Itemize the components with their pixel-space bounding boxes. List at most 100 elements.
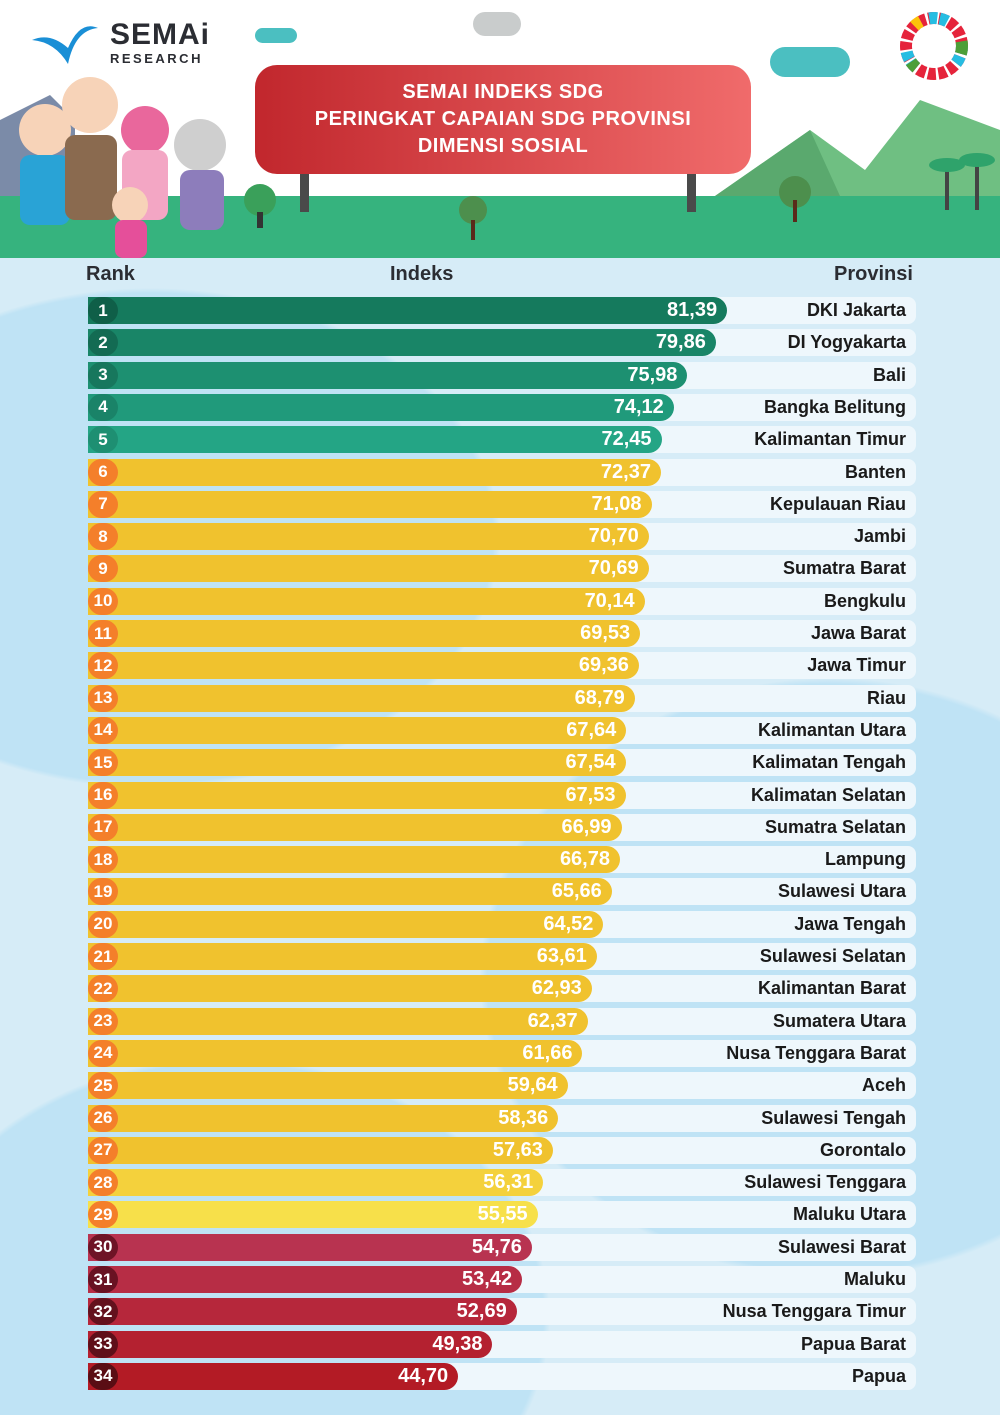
bar-16 [88,781,626,809]
bar-19 [88,878,612,906]
value-label: 70,70 [588,525,639,548]
ranking-row: 32 52,69 Nusa Tenggara Timur [88,1298,916,1326]
province-label: Sumatera Utara [772,1010,906,1031]
rank-badge: 21 [88,943,118,970]
rank-badge: 32 [88,1298,118,1326]
rank-badge: 5 [88,426,118,454]
bar-11 [88,620,641,647]
value-label: 66,78 [559,848,610,871]
bar-22 [88,975,592,1003]
bar-15 [88,749,626,777]
province-label: Banten [844,461,906,482]
ranking-row: 10 70,14 Bengkulu [88,587,916,615]
rank-badge: 2 [88,329,118,357]
tree-icon [793,200,797,222]
province-label: Gorontalo [820,1139,906,1160]
province-label: Bali [872,364,906,385]
ranking-row: 20 64,52 Jawa Tengah [88,910,916,938]
rank-badge: 27 [88,1136,118,1164]
province-label: Bangka Belitung [763,396,906,417]
province-label: DI Yogyakarta [787,332,906,353]
value-label: 75,98 [627,363,678,386]
rank-badge: 22 [88,975,118,1003]
value-label: 58,36 [498,1106,549,1129]
bar-28 [88,1169,544,1197]
province-label: Kalimatan Tengah [752,752,906,773]
palm-tree-icon [959,153,995,167]
ranking-row: 1 81,39 DKI Jakarta [88,297,916,324]
rank-badge: 33 [88,1330,118,1358]
rank-badge: 31 [88,1266,118,1293]
province-label: Kalimantan Utara [757,719,906,740]
column-header-rank: Rank [86,263,135,285]
column-header-province: Provinsi [834,263,913,285]
bar-33 [88,1330,493,1358]
bar-4 [88,393,674,421]
rank-badge: 14 [88,716,118,744]
bar-26 [88,1104,559,1132]
tree-icon [257,212,263,228]
rank-badge: 6 [88,458,118,486]
bar-32 [88,1298,517,1326]
value-label: 49,38 [432,1332,483,1355]
rank-badge: 34 [88,1362,118,1390]
bar-13 [88,684,635,712]
rank-badge: 20 [88,910,118,938]
sdg-wheel-icon [900,12,968,80]
rank-badge: 1 [88,297,118,324]
rank-badge: 18 [88,846,118,874]
bar-7 [88,490,652,518]
bar-29 [88,1201,538,1229]
palm-tree-icon [929,158,965,172]
province-label: Aceh [861,1075,906,1096]
title-line-1: SEMAI INDEKS SDG [402,81,604,103]
province-label: Maluku Utara [792,1204,906,1225]
ranking-row: 29 55,55 Maluku Utara [88,1201,916,1229]
ranking-row: 11 69,53 Jawa Barat [88,620,916,647]
value-label: 79,86 [655,331,706,354]
value-label: 62,93 [531,977,582,1000]
rank-badge: 7 [88,490,118,518]
mountain-icon [715,130,840,196]
ranking-row: 6 72,37 Banten [88,458,916,486]
province-label: Papua [851,1365,906,1386]
ranking-row: 4 74,12 Bangka Belitung [88,393,916,421]
family-illustration [19,77,226,258]
value-label: 70,14 [584,589,635,612]
value-label: 56,31 [483,1171,534,1194]
province-label: Nusa Tenggara Barat [726,1042,906,1063]
cloud-icon [770,47,850,77]
bar-9 [88,555,649,583]
province-label: Sulawesi Selatan [759,946,906,966]
sign-post [687,172,696,212]
rank-badge: 12 [88,652,118,680]
ranking-row: 2 79,86 DI Yogyakarta [88,329,916,357]
value-label: 53,42 [462,1268,513,1290]
ranking-row: 34 44,70 Papua [88,1362,916,1390]
ranking-row: 33 49,38 Papua Barat [88,1330,916,1358]
bar-12 [88,652,639,680]
rank-badge: 15 [88,749,118,777]
value-label: 81,39 [667,299,718,321]
rank-badge: 9 [88,555,118,583]
value-label: 67,64 [566,718,617,741]
header: SEMAi RESEARCH SEMAI INDEKS SDG PERINGKA… [0,0,1000,258]
value-label: 66,99 [561,815,612,838]
value-label: 61,66 [522,1041,573,1064]
rank-badge: 23 [88,1007,118,1035]
ranking-row: 27 57,63 Gorontalo [88,1136,916,1164]
rank-badge: 10 [88,587,118,615]
bar-14 [88,716,627,744]
rank-badge: 16 [88,781,118,809]
value-label: 52,69 [456,1300,507,1323]
bar-31 [88,1266,523,1293]
ranking-row: 28 56,31 Sulawesi Tenggara [88,1169,916,1197]
bar-17 [88,813,622,841]
ranking-row: 26 58,36 Sulawesi Tengah [88,1104,916,1132]
value-label: 68,79 [574,686,625,709]
province-label: Lampung [825,849,906,870]
value-label: 64,52 [543,912,594,935]
value-label: 59,64 [507,1074,558,1097]
bar-34 [88,1362,459,1390]
